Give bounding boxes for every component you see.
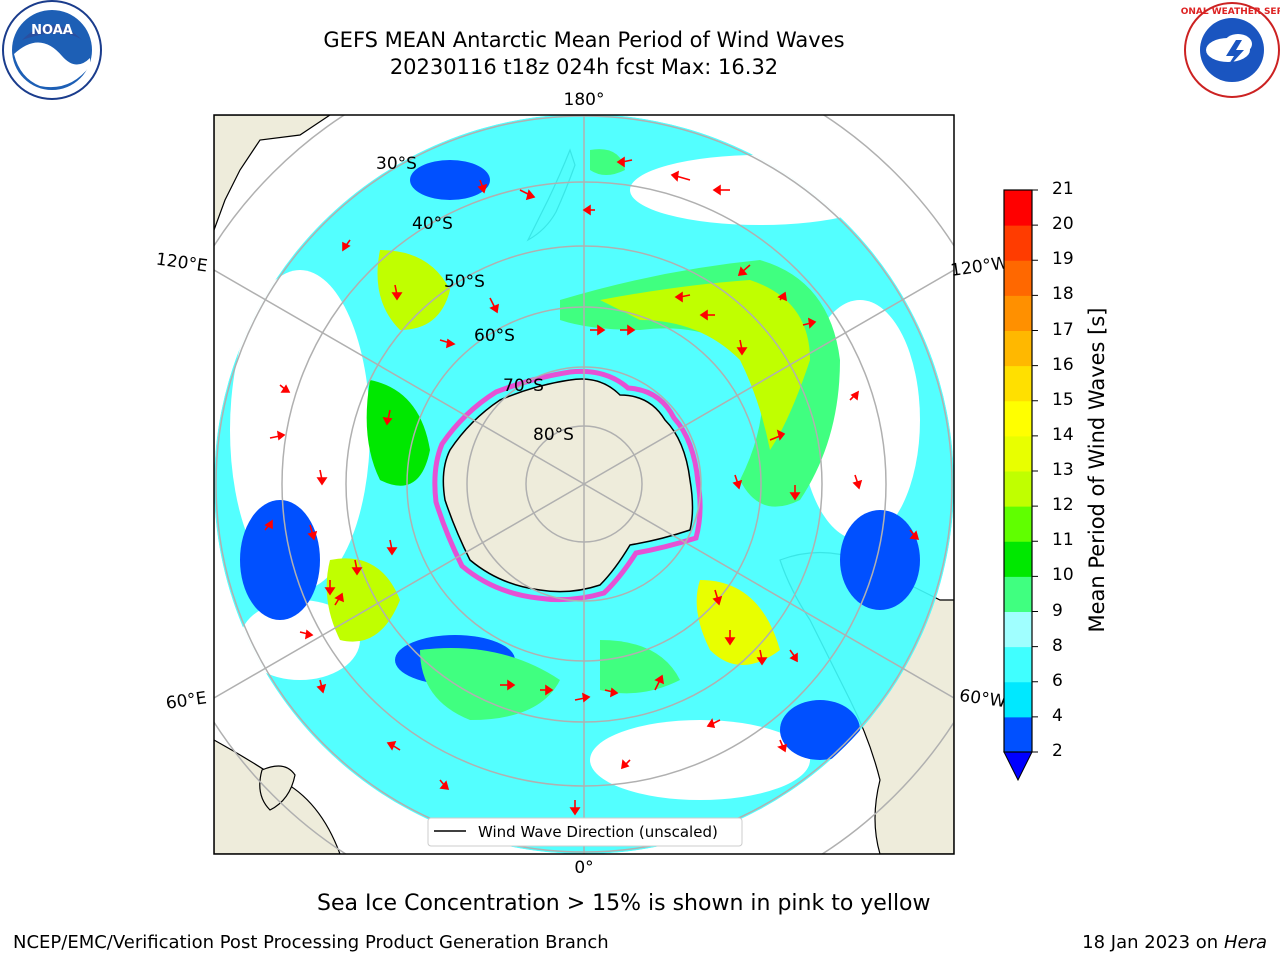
colorbar-tick-label: 8 (1052, 635, 1063, 656)
noaa-logo: NOAA (2, 0, 102, 100)
colorbar-title: Mean Period of Wind Waves [s] (1085, 307, 1109, 633)
colorbar-segment (1004, 365, 1032, 402)
map-subtitle-forecast: 20230116 t18z 024h fcst Max: 16.32 (389, 55, 779, 79)
nws-logo-text: NATIONAL WEATHER SERVICE (1180, 7, 1280, 17)
wind-wave-arrows (264, 156, 920, 816)
colorbar-segment (1004, 506, 1032, 542)
lat-label-40s: 40°S (412, 214, 453, 234)
map-frame (213, 114, 955, 855)
colorbar (1003, 189, 1038, 782)
footer-date-text: 18 Jan 2023 on (1082, 932, 1224, 953)
colorbar-segment (1004, 400, 1032, 437)
lon-label-60w: 60°W (958, 686, 1007, 712)
colorbar-segment (1004, 646, 1032, 683)
colorbar-tick-label: 11 (1052, 530, 1074, 551)
map-title: GEFS MEAN Antarctic Mean Period of Wind … (323, 28, 845, 52)
lon-label-120w: 120°W (949, 253, 1009, 281)
land-australia (214, 115, 332, 231)
colorbar-tick-label: 20 (1052, 214, 1074, 235)
lon-label-180: 180° (564, 90, 605, 110)
lat-label-70s: 70°S (503, 376, 544, 396)
lat-label-80s: 80°S (533, 425, 574, 445)
colorbar-tick-label: 17 (1052, 319, 1074, 340)
sea-ice-note: Sea Ice Concentration > 15% is shown in … (317, 891, 931, 916)
colorbar-segment (1004, 330, 1032, 367)
sea-ice-edge (432, 368, 703, 603)
colorbar-segment (1004, 435, 1032, 472)
lon-label-120e: 120°E (155, 250, 209, 277)
colorbar-tick-label: 6 (1052, 670, 1063, 691)
colorbar-segment (1004, 681, 1032, 718)
graticule (214, 115, 954, 854)
colorbar-segment (1004, 541, 1032, 577)
colorbar-tick-label: 14 (1052, 424, 1074, 445)
footer-host: Hera (1223, 932, 1267, 953)
lat-label-30s: 30°S (376, 154, 417, 174)
colorbar-segment (1004, 225, 1032, 261)
nws-logo: NATIONAL WEATHER SERVICE (1180, 2, 1280, 98)
colorbar-tick-label: 16 (1052, 354, 1074, 375)
lat-label-60s: 60°S (474, 326, 515, 346)
land-antarctica (442, 378, 694, 593)
land-madagascar (259, 765, 296, 811)
lat-label-50s: 50°S (444, 272, 485, 292)
lon-label-0: 0° (574, 858, 593, 878)
colorbar-tick-label: 21 (1052, 179, 1074, 199)
colorbar-tick-label: 18 (1052, 284, 1074, 305)
map-legend-label: Wind Wave Direction (unscaled) (478, 823, 718, 841)
colorbar-tick-label: 13 (1052, 460, 1074, 480)
colorbar-segment (1004, 576, 1032, 612)
map-legend-box (427, 817, 743, 847)
footer-branch: NCEP/EMC/Verification Post Processing Pr… (13, 932, 609, 953)
colorbar-tick-label: 9 (1052, 600, 1063, 621)
colorbar-segment (1004, 260, 1032, 296)
lon-label-60e: 60°E (165, 688, 208, 713)
colorbar-tick-label: 19 (1052, 249, 1074, 270)
colorbar-tick-label: 2 (1052, 741, 1063, 761)
colorbar-tick-label: 10 (1052, 565, 1074, 586)
colorbar-segment (1004, 716, 1032, 753)
colorbar-segment (1004, 471, 1032, 507)
footer-date: 18 Jan 2023 on Hera (1082, 932, 1267, 953)
colorbar-tick-label: 12 (1052, 495, 1074, 516)
colorbar-tick-label: 4 (1052, 705, 1063, 726)
colorbar-segment (1004, 190, 1032, 226)
colorbar-under-triangle (1003, 751, 1033, 782)
colorbar-tick-label: 15 (1052, 389, 1074, 410)
colorbar-segment (1004, 295, 1032, 331)
colorbar-segment (1004, 611, 1032, 648)
noaa-logo-text: NOAA (31, 23, 73, 38)
